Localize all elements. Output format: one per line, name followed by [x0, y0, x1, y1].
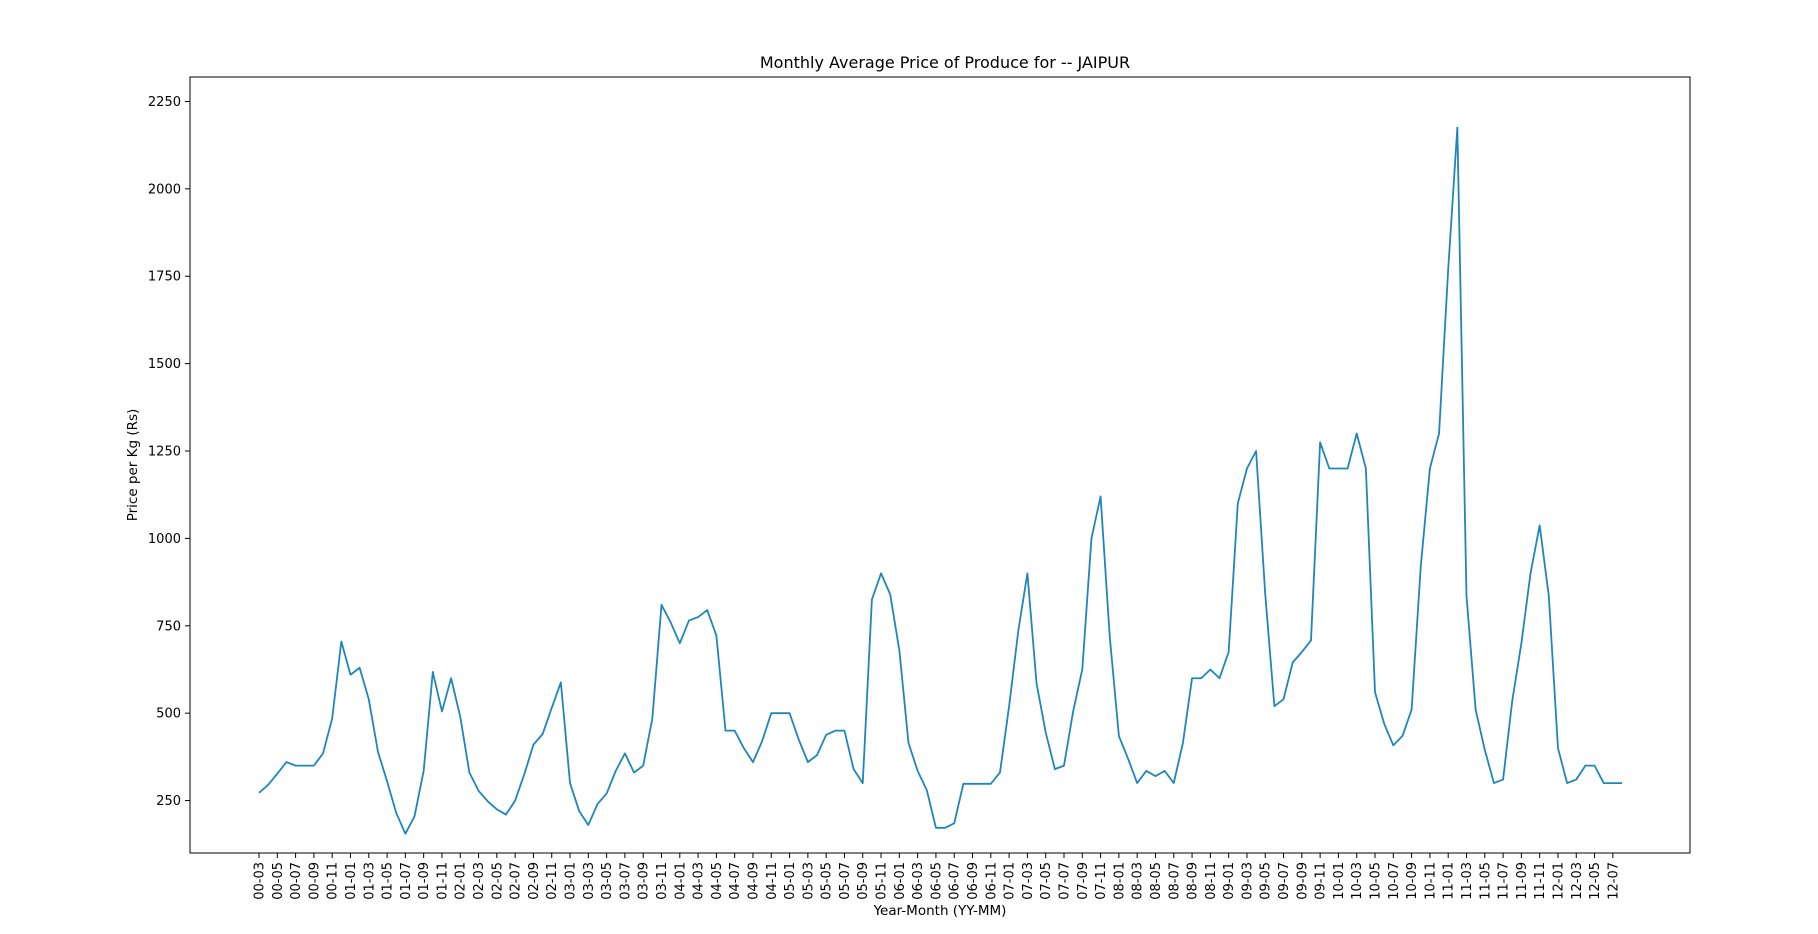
x-tick-label: 10-03 [1350, 862, 1365, 900]
x-tick-label: 05-03 [801, 862, 816, 900]
x-tick-label: 11-09 [1515, 862, 1530, 900]
x-tick-label: 06-03 [911, 862, 926, 900]
x-tick-label: 03-07 [618, 862, 633, 900]
x-tick-label: 02-03 [472, 862, 487, 900]
x-tick-label: 08-11 [1204, 862, 1219, 900]
x-tick-label: 05-07 [838, 862, 853, 900]
x-tick-label: 10-09 [1405, 862, 1420, 900]
y-tick-label: 750 [156, 619, 181, 634]
x-tick-label: 08-07 [1167, 862, 1182, 900]
y-tick-label: 1000 [148, 532, 181, 547]
x-tick-label: 08-01 [1112, 862, 1127, 900]
x-tick-label: 02-07 [509, 862, 524, 900]
x-tick-label: 12-07 [1606, 862, 1621, 900]
x-tick-label: 09-03 [1240, 862, 1255, 900]
y-tick-label: 1500 [148, 357, 181, 372]
x-tick-label: 12-03 [1570, 862, 1585, 900]
x-tick-label: 04-07 [728, 862, 743, 900]
x-tick-label: 10-01 [1332, 862, 1347, 900]
x-tick-label: 10-05 [1369, 862, 1384, 900]
x-tick-label: 01-01 [344, 862, 359, 900]
y-tick-label: 500 [156, 707, 181, 722]
plot-frame [189, 76, 1691, 854]
x-tick-label: 02-01 [454, 862, 469, 900]
price-series-line [258, 126, 1622, 835]
x-tick-label: 11-03 [1460, 862, 1475, 900]
y-tick-label: 2000 [148, 182, 181, 197]
x-tick-label: 07-07 [1057, 862, 1072, 900]
x-tick-label: 06-09 [966, 862, 981, 900]
x-tick-label: 09-07 [1277, 862, 1292, 900]
x-tick-label: 05-05 [820, 862, 835, 900]
x-axis-label: Year-Month (YY-MM) [873, 903, 1007, 919]
x-tick-label: 09-11 [1314, 862, 1329, 900]
x-tick-label: 11-01 [1442, 862, 1457, 900]
y-axis-label: Price per Kg (Rs) [125, 409, 141, 522]
x-tick-label: 11-11 [1533, 862, 1548, 900]
y-tick-label: 2250 [148, 95, 181, 110]
x-tick-label: 06-05 [929, 862, 944, 900]
x-tick-label: 04-11 [765, 862, 780, 900]
x-tick-label: 07-11 [1094, 862, 1109, 900]
x-tick-label: 02-11 [545, 862, 560, 900]
x-tick-label: 01-03 [362, 862, 377, 900]
x-tick-label: 09-05 [1259, 862, 1274, 900]
x-tick-label: 07-05 [1039, 862, 1054, 900]
x-tick-label: 09-01 [1222, 862, 1237, 900]
x-tick-label: 07-03 [1021, 862, 1036, 900]
x-tick-label: 00-05 [271, 862, 286, 900]
x-tick-label: 10-07 [1387, 862, 1402, 900]
x-tick-label: 04-09 [746, 862, 761, 900]
x-tick-label: 02-05 [490, 862, 505, 900]
x-tick-label: 04-05 [710, 862, 725, 900]
x-tick-label: 01-07 [399, 862, 414, 900]
x-tick-label: 00-09 [307, 862, 322, 900]
y-axis: 250 500 750 1000 1250 1500 1750 2000 2250 [148, 95, 190, 809]
x-tick-label: 05-11 [875, 862, 890, 900]
x-tick-label: 08-03 [1131, 862, 1146, 900]
y-tick-label: 250 [156, 794, 181, 809]
x-tick-label: 01-11 [435, 862, 450, 900]
x-tick-label: 01-09 [417, 862, 432, 900]
x-tick-label: 00-11 [326, 862, 341, 900]
x-tick-label: 01-05 [381, 862, 396, 900]
x-tick-label: 00-03 [253, 862, 268, 900]
x-tick-label: 03-01 [564, 862, 579, 900]
y-tick-label: 1250 [148, 445, 181, 460]
x-tick-label: 03-09 [637, 862, 652, 900]
x-tick-label: 06-01 [893, 862, 908, 900]
x-tick-label: 00-07 [289, 862, 304, 900]
x-tick-label: 03-05 [600, 862, 615, 900]
x-tick-label: 03-11 [655, 862, 670, 900]
x-tick-label: 07-09 [1076, 862, 1091, 900]
x-tick-label: 11-07 [1497, 862, 1512, 900]
x-tick-label: 10-11 [1423, 862, 1438, 900]
x-tick-label: 11-05 [1478, 862, 1493, 900]
x-tick-label: 06-07 [948, 862, 963, 900]
x-tick-label: 04-01 [673, 862, 688, 900]
x-tick-label: 02-09 [527, 862, 542, 900]
x-tick-label: 12-05 [1588, 862, 1603, 900]
x-tick-label: 06-11 [984, 862, 999, 900]
x-tick-label: 08-05 [1149, 862, 1164, 900]
x-tick-label: 07-01 [1003, 862, 1018, 900]
x-tick-label: 05-09 [856, 862, 871, 900]
x-tick-label: 08-09 [1186, 862, 1201, 900]
x-tick-label: 12-01 [1551, 862, 1566, 900]
y-tick-label: 1750 [148, 270, 181, 285]
x-axis: 00-03 00-05 00-07 00-09 00-11 01-01 01-03 01-05… [253, 853, 1621, 900]
x-tick-label: 03-03 [582, 862, 597, 900]
chart-title: Monthly Average Price of Produce for -- … [760, 53, 1130, 72]
x-tick-label: 05-01 [783, 862, 798, 900]
x-tick-label: 09-09 [1295, 862, 1310, 900]
x-tick-label: 04-03 [692, 862, 707, 900]
